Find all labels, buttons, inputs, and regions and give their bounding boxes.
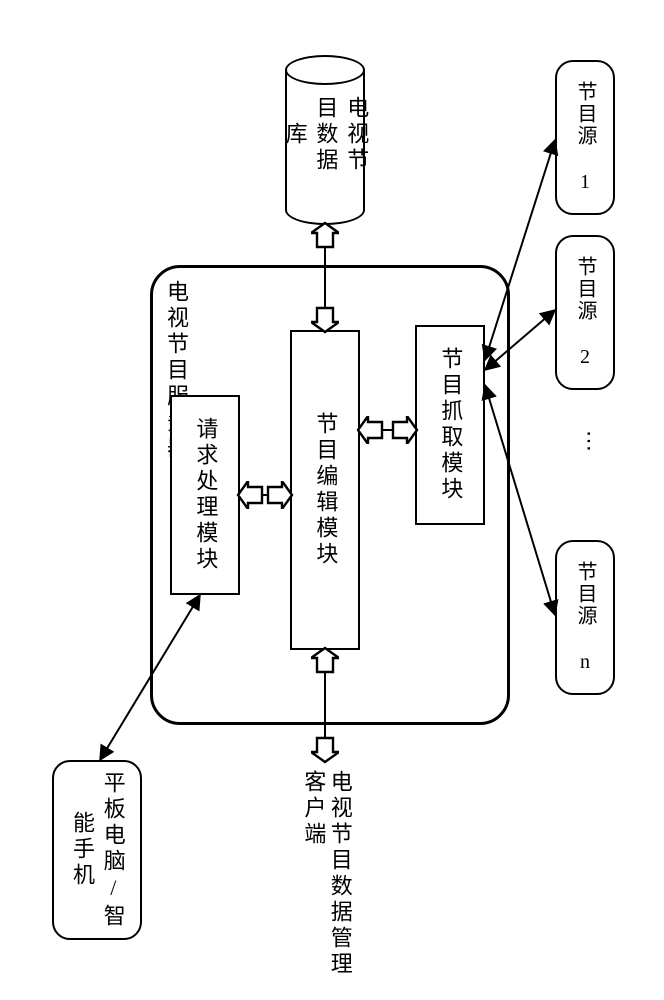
database-cylinder: 电视节目数据库 bbox=[285, 55, 365, 215]
fetch-module: 节目抓取模块 bbox=[415, 325, 485, 525]
source-2-label: 节目源 2 bbox=[572, 256, 598, 370]
source-ellipsis: ⋯ bbox=[576, 430, 602, 460]
fetch-module-label: 节目抓取模块 bbox=[435, 347, 466, 503]
source-n: 节目源 n bbox=[555, 540, 615, 695]
source-n-label: 节目源 n bbox=[572, 561, 598, 675]
source-2: 节目源 2 bbox=[555, 235, 615, 390]
request-module: 请求处理模块 bbox=[170, 395, 240, 595]
client-device: 平板电脑/智能手机 bbox=[52, 760, 142, 940]
request-module-label: 请求处理模块 bbox=[190, 417, 221, 573]
client-device-label: 平板电脑/智能手机 bbox=[66, 762, 128, 938]
diagram-canvas: 电视节目服务器 平板电脑/智能手机 请求处理模块 节目编辑模块 节目抓取模块 电… bbox=[0, 0, 664, 1000]
database-label: 电视节目数据库 bbox=[279, 95, 371, 175]
source-1-label: 节目源 1 bbox=[572, 81, 598, 195]
edit-module: 节目编辑模块 bbox=[290, 330, 360, 650]
edit-module-label: 节目编辑模块 bbox=[310, 412, 341, 568]
mgmt-client-label: 电视节目数据管理客户端 bbox=[300, 770, 353, 1000]
source-1: 节目源 1 bbox=[555, 60, 615, 215]
